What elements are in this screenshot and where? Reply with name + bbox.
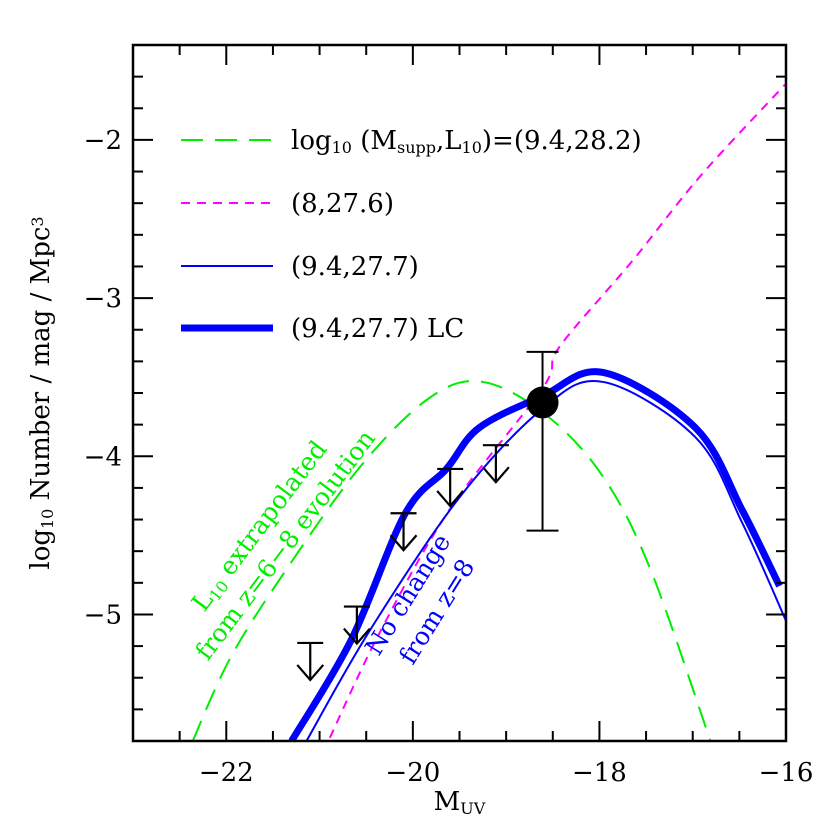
text-part: )=(9.4,28.2)	[482, 126, 642, 156]
subscript: UV	[460, 799, 485, 818]
text-part: from z=6−8 evolution	[189, 424, 381, 665]
arrow-down-icon	[436, 490, 465, 508]
y-tick-label: −2	[84, 126, 122, 156]
text-part: (9.4,27.7)	[291, 252, 419, 282]
data-points-layer	[296, 350, 559, 682]
legend-item: (9.4,27.7)	[181, 252, 419, 282]
subscript: 10	[332, 138, 352, 157]
y-tick-label: −5	[84, 600, 122, 630]
arrow-down-icon	[296, 664, 325, 682]
upper-limit-arrow	[343, 605, 371, 646]
x-tick-label: −18	[572, 758, 627, 788]
series-layer	[191, 83, 786, 741]
text-part: ,L	[436, 126, 462, 156]
arrow-down-icon	[343, 627, 371, 646]
legend-label: (8,27.6)	[291, 189, 394, 219]
annotation-line: from z=6−8 evolution	[189, 424, 381, 665]
text-part: Number / mag / Mpc	[26, 227, 56, 509]
x-axis-label: MUV	[434, 787, 486, 818]
arrow-down-icon	[482, 466, 510, 484]
text-part: (8,27.6)	[291, 189, 394, 219]
text-part: log	[291, 126, 332, 156]
text-part: M	[434, 787, 461, 817]
series-line-thick-solid	[288, 368, 783, 741]
series-line-thin-solid	[305, 379, 786, 741]
superscript: 3	[28, 216, 47, 226]
series-line-long-dash	[191, 380, 712, 741]
y-axis-label: log10 Number / mag / Mpc3	[26, 216, 57, 569]
legend-label: (9.4,27.7) LC	[291, 314, 464, 344]
subscript: 10	[462, 138, 482, 157]
legend-label: log10 (Msupp,L10)=(9.4,28.2)	[291, 126, 642, 157]
subscript: supp	[397, 138, 436, 157]
series-line-short-dash	[328, 83, 786, 739]
legend-item: log10 (Msupp,L10)=(9.4,28.2)	[181, 126, 642, 157]
legend-item: (8,27.6)	[181, 189, 394, 219]
arrow-down-icon	[389, 534, 418, 552]
detection-point	[526, 386, 559, 419]
text-part: (M	[352, 126, 397, 156]
subscript: 10	[38, 509, 57, 529]
text-part: (9.4,27.7) LC	[291, 314, 464, 344]
x-tick-label: −16	[759, 758, 814, 788]
y-tick-label: −4	[84, 442, 122, 472]
x-tick-label: −20	[385, 758, 440, 788]
y-tick-label: −3	[84, 284, 122, 314]
legend: log10 (Msupp,L10)=(9.4,28.2)(8,27.6)(9.4…	[181, 126, 642, 344]
upper-limit-arrow	[482, 444, 510, 484]
legend-item: (9.4,27.7) LC	[181, 314, 464, 344]
x-tick-label: −22	[199, 758, 254, 788]
upper-limit-arrow	[436, 467, 465, 508]
upper-limit-arrow	[296, 641, 325, 682]
upper-limit-arrow	[389, 512, 418, 552]
text-part: log	[26, 529, 56, 570]
legend-label: (9.4,27.7)	[291, 252, 419, 282]
